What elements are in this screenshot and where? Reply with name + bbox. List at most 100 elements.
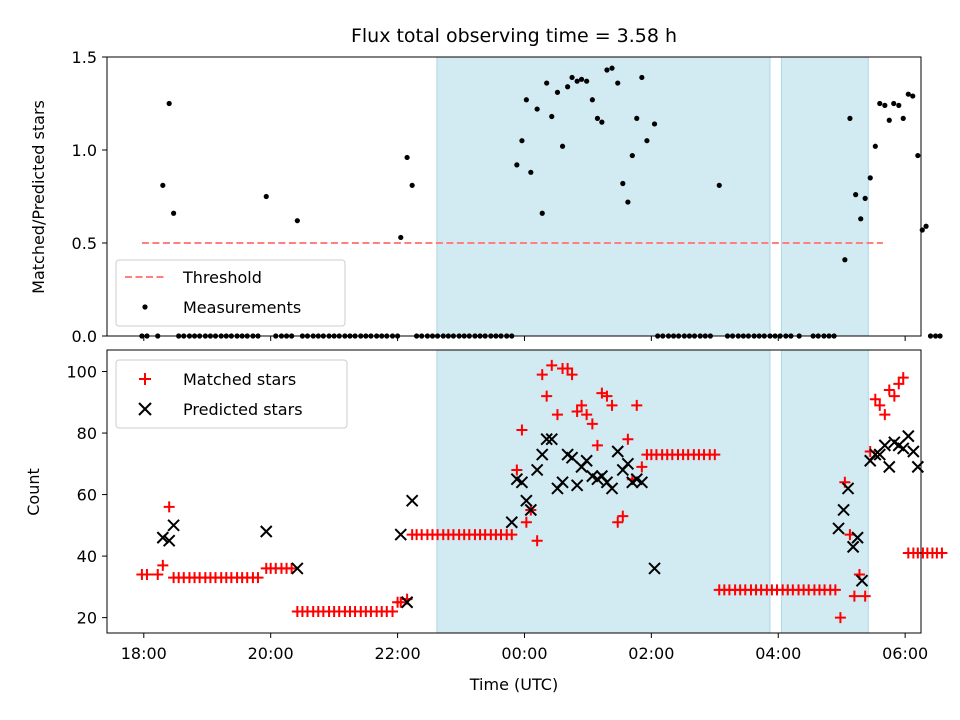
top-y-tick-label: 0.5: [72, 234, 97, 253]
top-shaded-intervals: [436, 56, 869, 337]
measurement-point: [294, 218, 300, 224]
matched-star-point: [631, 399, 643, 411]
matched-star-point: [506, 529, 518, 541]
measurement-point: [539, 210, 545, 216]
predicted-star-point: [515, 476, 529, 489]
matched-star-point: [869, 393, 881, 405]
predicted-star-point: [405, 494, 419, 507]
bottom-y-tick-label: 40: [77, 547, 97, 566]
matched-star-point: [395, 596, 407, 608]
matched-star-point: [622, 433, 634, 445]
matched-star-point: [893, 378, 905, 390]
predicted-legend-swatch: [138, 402, 152, 416]
threshold-legend-label: Threshold: [182, 268, 262, 287]
matched-star-point: [581, 409, 593, 421]
measurement-point: [905, 91, 911, 97]
matched-star-point: [848, 590, 860, 602]
matched-star-point: [516, 424, 528, 436]
top-y-tick-label: 1.5: [72, 48, 97, 67]
measurement-point: [891, 100, 897, 107]
predicted-star-point: [907, 445, 920, 458]
measurement-point: [927, 333, 934, 339]
top-y-tick-label: 1.0: [72, 141, 97, 160]
matched-star-point: [617, 510, 629, 522]
matched-star-point: [541, 390, 553, 402]
top-panel: 0.0 0.5 1.0 1.5 Matched/Predicted stars Thr…: [29, 48, 943, 346]
predicted-star-point: [902, 429, 915, 443]
measurement-point: [634, 115, 640, 121]
measurement-point: [166, 100, 172, 107]
matched-star-point: [531, 535, 543, 547]
measurement-point: [716, 182, 722, 188]
matched-star-point: [586, 418, 598, 430]
matched-star-point: [834, 612, 846, 624]
measurements-legend-swatch: [142, 304, 148, 310]
matched-star-point: [859, 590, 871, 602]
measurement-point: [847, 115, 853, 121]
bottom-x-ticks: 18:00 20:00 22:00 00:00 02:00 04:00 06:00: [121, 633, 928, 663]
matched-star-point: [141, 569, 153, 581]
measurement-point: [523, 97, 529, 103]
measurement-point: [867, 175, 873, 181]
predicted-star-point: [565, 451, 579, 464]
predicted-star-point: [580, 454, 593, 467]
measurement-point: [409, 182, 415, 188]
measurement-point: [574, 78, 580, 84]
measurement-point: [514, 162, 520, 168]
bottom-y-tick-label: 60: [77, 486, 97, 505]
measurement-point: [937, 333, 943, 339]
measurement-point: [896, 102, 902, 108]
predicted-star-point: [869, 448, 882, 461]
predicted-star-point: [832, 522, 845, 535]
measurement-point: [915, 152, 921, 159]
chart-title: Flux total observing time = 3.58 h: [351, 25, 677, 47]
matched-star-point: [571, 406, 583, 418]
predicted-star-point: [851, 531, 864, 544]
matched-star-point: [157, 559, 169, 571]
matched-star-point: [546, 359, 558, 371]
x-tick-label: 04:00: [755, 644, 801, 663]
measurement-point: [584, 78, 590, 84]
predicted-star-point: [156, 531, 170, 544]
x-tick-label: 02:00: [628, 644, 674, 663]
matched-legend-swatch: [139, 373, 151, 385]
matched-star-point: [612, 516, 624, 528]
measurement-point: [534, 106, 540, 112]
matched-star-point: [591, 439, 603, 451]
predicted-star-point: [167, 519, 180, 532]
shaded-interval: [436, 56, 771, 337]
predicted-star-point: [648, 562, 661, 575]
matched-legend-label: Matched stars: [183, 370, 296, 389]
predicted-star-point: [545, 432, 558, 446]
measurement-point: [620, 180, 626, 187]
bottom-y-axis-label: Count: [24, 468, 43, 516]
x-tick-label: 18:00: [121, 644, 167, 663]
measurement-point: [910, 93, 916, 99]
measurement-point: [882, 102, 888, 108]
measurement-point: [923, 223, 929, 229]
bottom-legend: Matched stars Predicted stars: [115, 359, 348, 429]
predicted-star-point: [162, 534, 176, 547]
measurement-point: [554, 89, 561, 95]
predicted-star-point: [837, 503, 850, 517]
top-y-tick-label: 0.0: [72, 327, 97, 346]
measurement-point: [559, 143, 566, 149]
measurement-point: [528, 169, 534, 175]
x-tick-label: 06:00: [882, 644, 928, 663]
x-tick-label: 00:00: [501, 644, 547, 663]
measurement-point: [842, 257, 848, 263]
measurement-point: [404, 154, 410, 161]
predicted-star-point: [611, 445, 624, 458]
measurements-legend-label: Measurements: [183, 298, 301, 317]
matched-stars-points: [136, 359, 948, 624]
matched-star-point: [709, 449, 721, 461]
predicted-legend-label: Predicted stars: [183, 400, 303, 419]
measurement-point: [604, 67, 610, 73]
measurement-point: [644, 138, 650, 144]
predicted-star-point: [621, 457, 635, 471]
measurement-point: [862, 195, 868, 201]
measurement-point: [900, 115, 906, 121]
predicted-star-point: [530, 463, 544, 477]
matched-star-point: [864, 446, 876, 458]
